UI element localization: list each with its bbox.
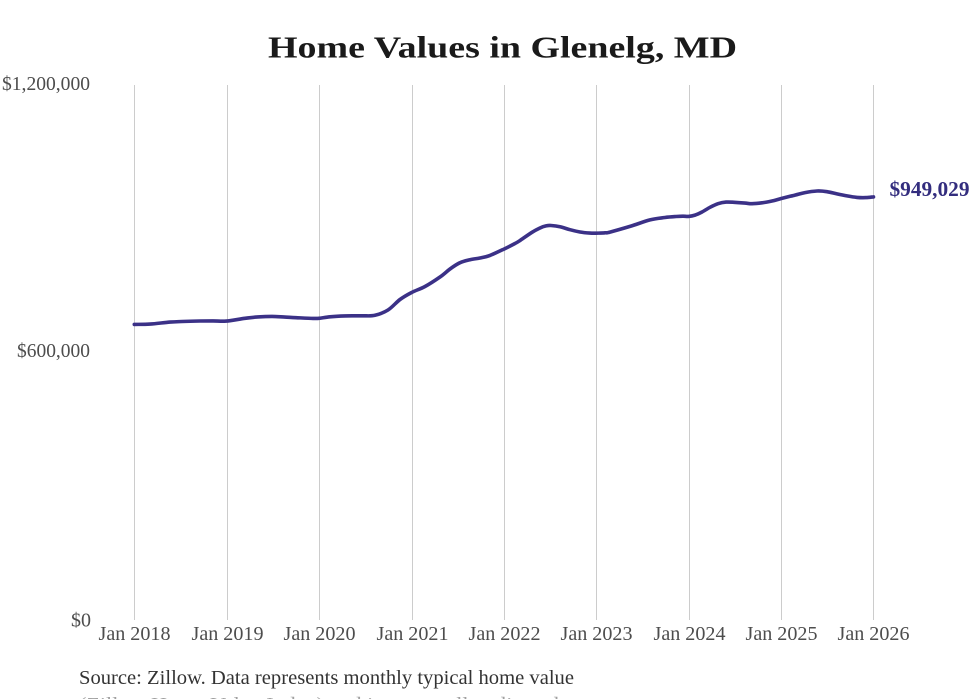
svg-text:Jan 2026: Jan 2026 [838,623,910,645]
svg-text:Jan 2021: Jan 2021 [377,623,449,645]
svg-text:Jan 2020: Jan 2020 [284,623,356,645]
svg-text:Jan 2019: Jan 2019 [192,623,264,645]
svg-text:Home Values in Glenelg, MD: Home Values in Glenelg, MD [268,30,737,65]
svg-text:Jan 2023: Jan 2023 [561,623,633,645]
svg-text:Jan 2022: Jan 2022 [469,623,541,645]
svg-text:Source: Zillow. Data represent: Source: Zillow. Data represents monthly … [79,668,574,689]
svg-text:$0: $0 [71,611,91,632]
svg-text:Jan 2018: Jan 2018 [99,623,171,645]
svg-text:Jan 2024: Jan 2024 [654,623,726,645]
svg-text:$600,000: $600,000 [17,341,90,362]
svg-text:$949,029: $949,029 [890,177,970,201]
svg-text:(Zillow Home Value Index) and: (Zillow Home Value Index) and is seasona… [79,695,559,699]
svg-text:Jan 2025: Jan 2025 [746,623,818,645]
svg-text:$1,200,000: $1,200,000 [2,74,90,95]
